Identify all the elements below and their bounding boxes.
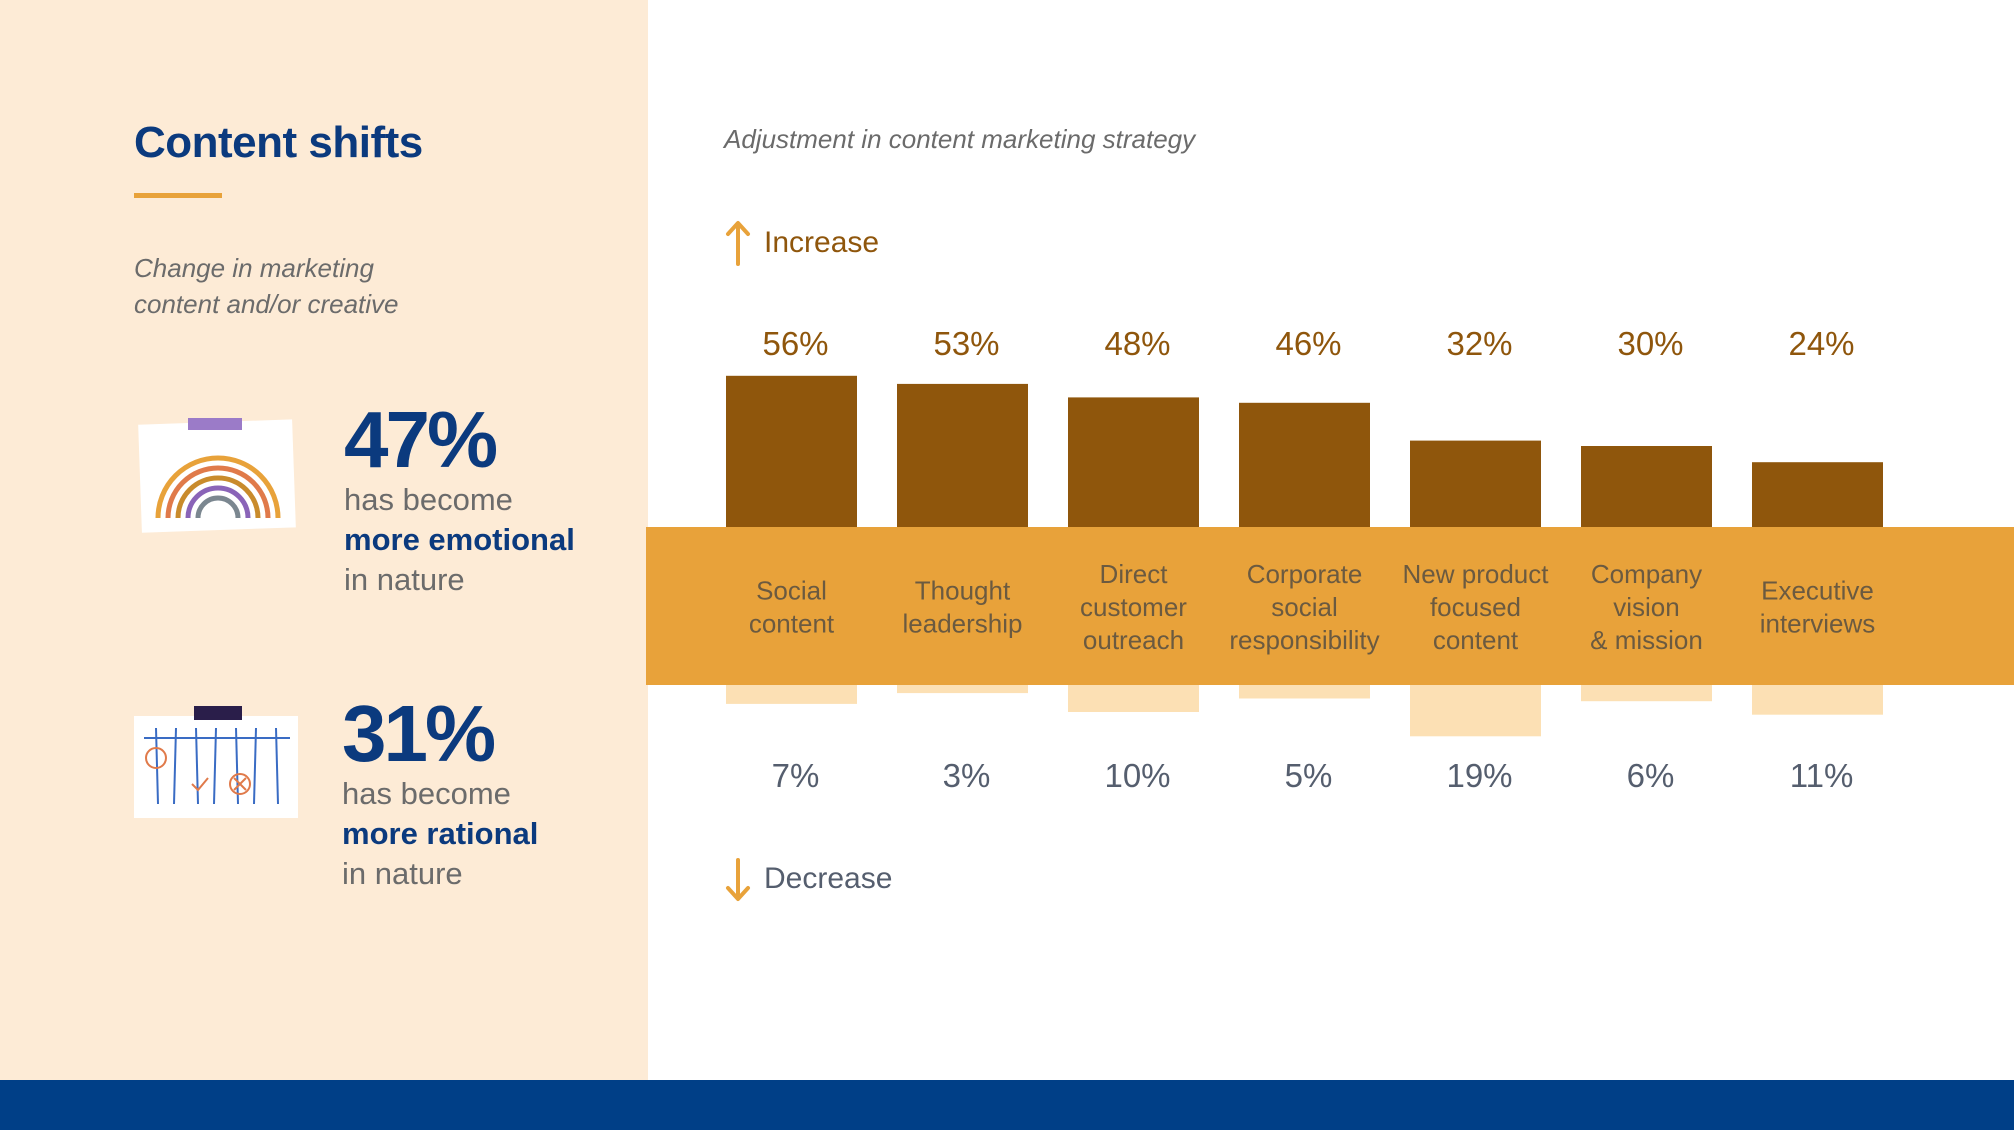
- category-label: Thought: [915, 576, 1011, 606]
- stat-line: in nature: [342, 856, 463, 891]
- left-subtitle-line2: content and/or creative: [134, 289, 399, 319]
- increase-value-label: 46%: [1275, 325, 1341, 362]
- stat-line: in nature: [344, 562, 465, 597]
- increase-bar: [1581, 446, 1712, 527]
- whiteboard-icon: [134, 704, 298, 825]
- category-label: & mission: [1590, 625, 1703, 655]
- category-label: Direct: [1100, 559, 1169, 589]
- decrease-bar: [1581, 685, 1712, 702]
- footer-band: [0, 1080, 2014, 1130]
- category-label: content: [1433, 625, 1519, 655]
- category-band: [646, 527, 2014, 685]
- increase-value-label: 53%: [933, 325, 999, 362]
- decrease-bar: [1068, 685, 1199, 712]
- increase-value-label: 48%: [1104, 325, 1170, 362]
- increase-bar: [726, 375, 857, 527]
- increase-label: Increase: [764, 226, 880, 259]
- category-label: interviews: [1760, 609, 1876, 639]
- category-label: focused: [1430, 592, 1521, 622]
- left-subtitle: Change in marketing content and/or creat…: [134, 250, 454, 322]
- decrease-label: Decrease: [764, 862, 893, 895]
- category-label: Corporate: [1247, 559, 1363, 589]
- stat-rational: 31% has become more rational in nature: [342, 694, 538, 894]
- category-label: customer: [1080, 592, 1187, 622]
- stat-percent: 31%: [342, 689, 496, 778]
- chart-title: Adjustment in content marketing strategy: [724, 124, 1196, 154]
- decrease-bar: [1239, 685, 1370, 699]
- page-title: Content shifts: [134, 118, 423, 167]
- increase-value-label: 32%: [1446, 325, 1512, 362]
- stat-emphasis: more rational: [342, 816, 539, 851]
- category-label: responsibility: [1229, 625, 1379, 655]
- decrease-bar: [726, 685, 857, 704]
- increase-value-label: 30%: [1617, 325, 1683, 362]
- title-underline: [134, 193, 222, 198]
- increase-bar: [1410, 440, 1541, 527]
- category-label: New product: [1403, 559, 1550, 589]
- category-label: Company: [1591, 559, 1702, 589]
- increase-value-label: 56%: [762, 325, 828, 362]
- category-label: vision: [1613, 592, 1679, 622]
- decrease-value-label: 10%: [1104, 757, 1170, 794]
- decrease-value-label: 5%: [1285, 757, 1333, 794]
- category-label: leadership: [903, 609, 1023, 639]
- decrease-value-label: 11%: [1790, 757, 1854, 794]
- arrow-down-icon: [726, 858, 750, 901]
- decrease-value-label: 6%: [1627, 757, 1675, 794]
- category-label: Executive: [1761, 576, 1874, 606]
- stat-line: has become: [344, 482, 513, 517]
- stat-emphasis: more emotional: [344, 522, 575, 557]
- stat-emotional: 47% has become more emotional in nature: [344, 400, 575, 600]
- rainbow-icon: [138, 418, 298, 539]
- increase-bar: [1068, 397, 1199, 527]
- increase-bar: [897, 383, 1028, 527]
- stat-line: has become: [342, 776, 511, 811]
- decrease-value-label: 3%: [943, 757, 991, 794]
- stat-percent: 47%: [344, 395, 498, 484]
- increase-value-label: 24%: [1788, 325, 1854, 362]
- category-label: Social: [756, 576, 827, 606]
- decrease-value-label: 7%: [772, 757, 820, 794]
- bar-chart: 56%7%Socialcontent53%3%Thoughtleadership…: [646, 325, 2014, 794]
- left-panel: Content shifts Change in marketing conte…: [0, 0, 648, 1080]
- category-label: outreach: [1083, 625, 1184, 655]
- decrease-bar: [1752, 685, 1883, 715]
- increase-bar: [1239, 402, 1370, 527]
- decrease-bar: [897, 685, 1028, 694]
- decrease-value-label: 19%: [1446, 757, 1512, 794]
- arrow-up-icon: [726, 221, 750, 266]
- left-subtitle-line1: Change in marketing: [134, 253, 374, 283]
- decrease-bar: [1410, 685, 1541, 737]
- category-label: social: [1271, 592, 1337, 622]
- increase-bar: [1752, 462, 1883, 527]
- category-label: content: [749, 609, 835, 639]
